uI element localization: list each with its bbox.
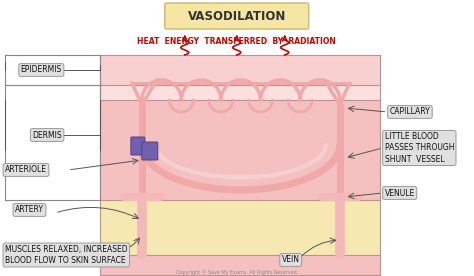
Text: Copyright © Save My Exams. All Rights Reserved.: Copyright © Save My Exams. All Rights Re… (175, 269, 298, 275)
FancyBboxPatch shape (142, 142, 158, 160)
Bar (100, 55, 380, 85)
Text: MUSCLES RELAXED, INCREASED
BLOOD FLOW TO SKIN SURFACE: MUSCLES RELAXED, INCREASED BLOOD FLOW TO… (5, 245, 128, 265)
FancyBboxPatch shape (165, 3, 309, 29)
Text: VEIN: VEIN (282, 256, 300, 264)
Text: VASODILATION: VASODILATION (188, 10, 286, 23)
Text: ARTERIOLE: ARTERIOLE (5, 166, 47, 174)
Text: ARTERY: ARTERY (15, 206, 44, 214)
Text: CAPILLARY: CAPILLARY (390, 107, 430, 116)
FancyBboxPatch shape (131, 137, 145, 155)
Bar (100, 100, 380, 200)
Text: VENULE: VENULE (384, 189, 415, 198)
Text: HEAT  ENERGY  TRANSFERRED  BY  RADIATION: HEAT ENERGY TRANSFERRED BY RADIATION (137, 38, 336, 46)
Text: EPIDERMIS: EPIDERMIS (21, 65, 62, 75)
Text: DERMIS: DERMIS (32, 131, 62, 139)
Text: LITTLE BLOOD
PASSES THROUGH
SHUNT  VESSEL: LITTLE BLOOD PASSES THROUGH SHUNT VESSEL (384, 132, 454, 164)
Bar (100, 85, 380, 100)
Bar (100, 255, 380, 275)
Bar (100, 200, 380, 255)
